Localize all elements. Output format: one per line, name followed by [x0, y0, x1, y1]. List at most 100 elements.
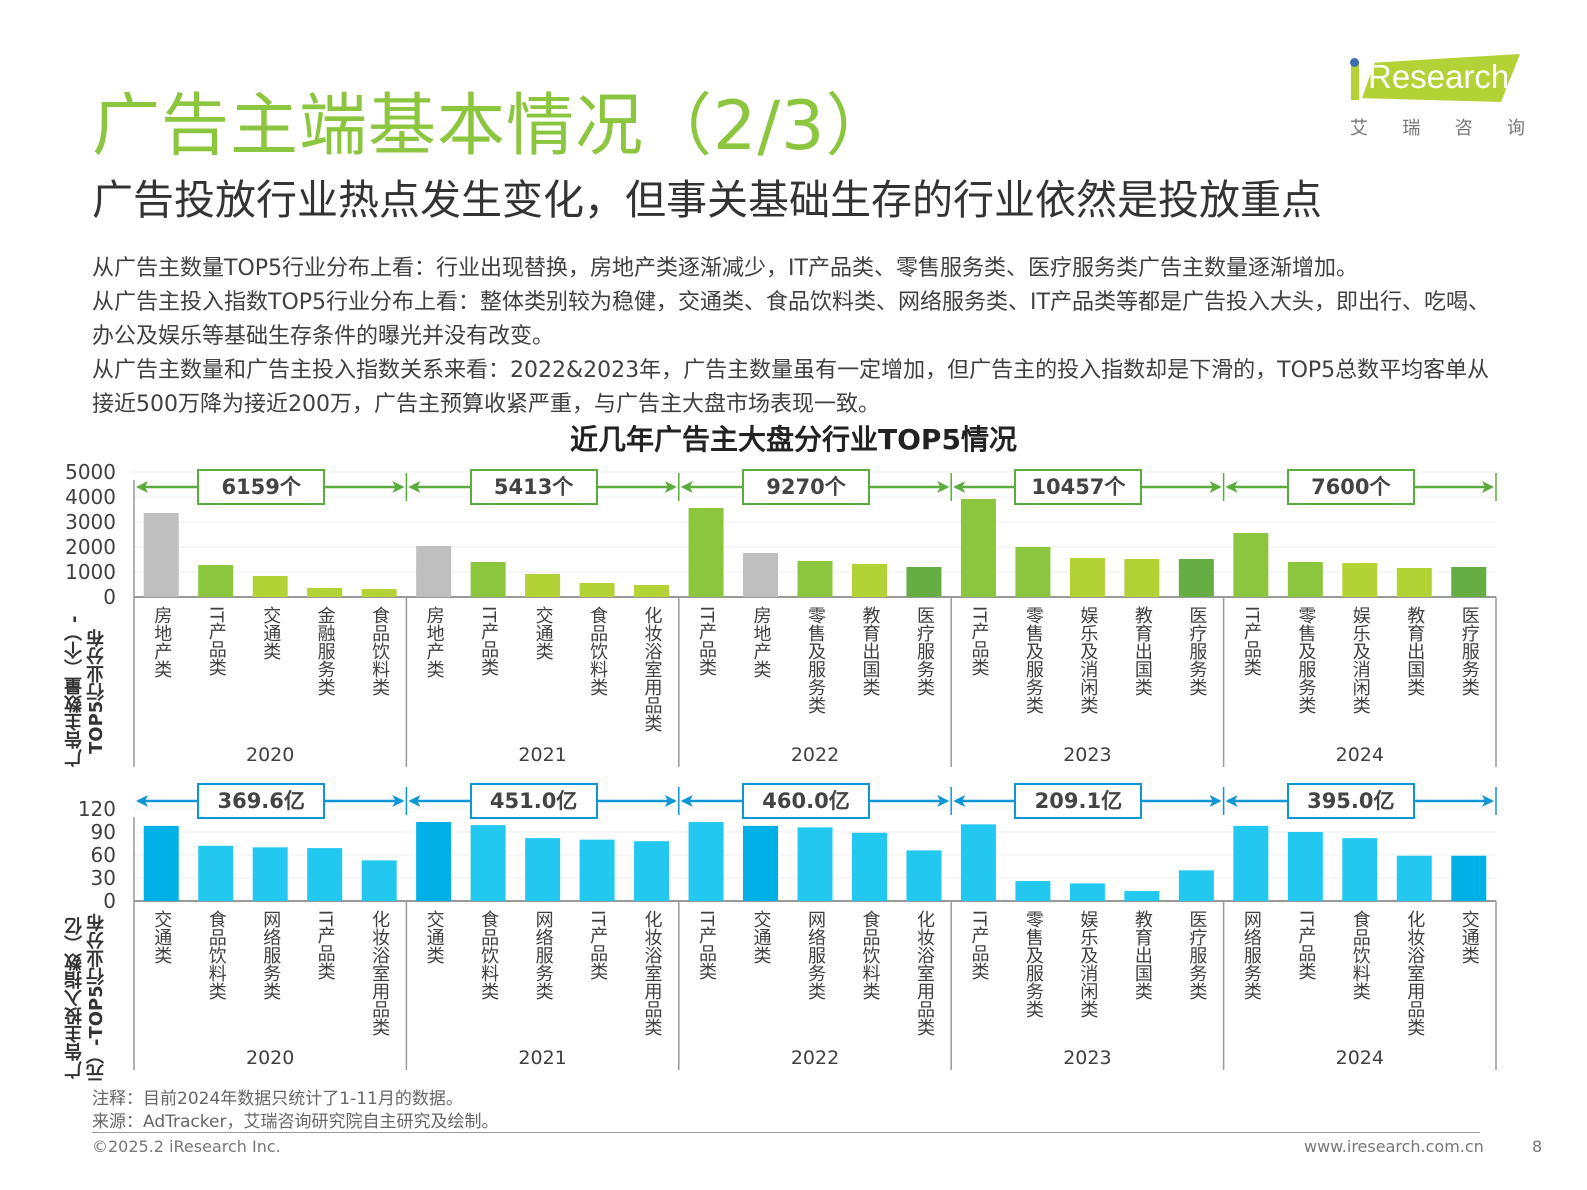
- bar: [1451, 855, 1487, 901]
- bracket-arrow-right: [664, 481, 677, 493]
- logo-cn: 艾 瑞 咨 询: [1350, 114, 1525, 140]
- bracket-arrow-left: [408, 795, 421, 807]
- page-number: 8: [1532, 1137, 1543, 1156]
- website-link[interactable]: www.iresearch.com.cn: [1304, 1137, 1484, 1156]
- bar: [797, 561, 833, 597]
- bar: [1396, 855, 1432, 901]
- bracket-arrow-left: [1225, 795, 1238, 807]
- category-label: 医疗服务类: [913, 606, 935, 696]
- y-tick-label: 30: [90, 866, 116, 890]
- bracket-arrow-right: [1482, 795, 1494, 807]
- y-axis-title: 广告主投入指数（亿元）-TOP5行业分布: [64, 913, 107, 1083]
- bar: [1124, 559, 1160, 597]
- category-label: 化妆浴室用品类: [913, 910, 935, 1036]
- group-total-label: 369.6亿: [197, 783, 326, 819]
- bracket-arrow-left: [136, 795, 148, 807]
- group-total-label: 9270个: [742, 469, 870, 505]
- logo-cn-char: 艾: [1350, 118, 1368, 139]
- footer-divider: [92, 1132, 1480, 1133]
- year-label: 2023: [1063, 744, 1112, 766]
- category-label: 教育出国类: [1131, 606, 1153, 696]
- bracket-arrow-right: [1482, 481, 1494, 493]
- category-label: 教育出国类: [859, 606, 881, 696]
- bar: [1451, 567, 1487, 597]
- bar: [198, 845, 234, 901]
- bracket-arrow-right: [937, 481, 950, 493]
- bracket-arrow-right: [1209, 795, 1222, 807]
- bar: [252, 576, 288, 597]
- bar: [252, 847, 288, 901]
- bar: [1287, 562, 1323, 597]
- bar: [960, 824, 996, 901]
- group-total-label: 5413个: [469, 469, 598, 505]
- category-label: 交通类: [260, 606, 282, 660]
- logo-cn-char: 询: [1506, 118, 1525, 139]
- year-label: 2023: [1063, 1047, 1112, 1069]
- category-label: 化妆浴室用品类: [369, 910, 391, 1036]
- bar: [579, 583, 615, 597]
- year-label: 2020: [246, 1047, 295, 1069]
- category-label: 交通类: [532, 606, 554, 660]
- category-label: 交通类: [423, 910, 445, 964]
- category-label: 网络服务类: [260, 910, 282, 1000]
- bar: [1342, 563, 1378, 597]
- category-label: 食品饮料类: [1349, 910, 1371, 1000]
- bar: [1178, 870, 1214, 901]
- bar: [743, 825, 779, 901]
- bracket-arrow-left: [953, 481, 966, 493]
- bar: [1069, 558, 1105, 597]
- iresearch-logo: Research 艾 瑞 咨 询: [1348, 50, 1528, 145]
- category-label: 交通类: [1458, 910, 1480, 964]
- group-total-label: 7600个: [1286, 469, 1415, 505]
- y-tick-label: 0: [103, 889, 116, 913]
- category-label: 网络服务类: [532, 910, 554, 1000]
- group-total-label: 209.1亿: [1014, 783, 1143, 819]
- page-title: 广告主端基本情况（2/3）: [92, 87, 895, 166]
- category-label: 交通类: [750, 910, 772, 964]
- category-label: IT产品类: [1295, 910, 1317, 981]
- y-tick-label: 60: [90, 843, 116, 867]
- bar: [1178, 559, 1214, 597]
- bar: [579, 839, 615, 901]
- category-label: 食品饮料类: [205, 910, 227, 1000]
- bar: [634, 841, 670, 901]
- category-label: 食品饮料类: [587, 606, 609, 696]
- category-label: 房地产类: [750, 606, 772, 678]
- category-label: 医疗服务类: [1186, 910, 1208, 1000]
- category-label: 教育出国类: [1404, 606, 1426, 696]
- category-label: 化妆浴室用品类: [641, 606, 663, 732]
- category-label: IT产品类: [478, 606, 500, 677]
- bar: [1015, 547, 1051, 597]
- category-label: 娱乐及消闲类: [1077, 606, 1099, 714]
- y-tick-label: 4000: [65, 485, 116, 509]
- category-label: IT产品类: [205, 606, 227, 677]
- category-label: 食品饮料类: [478, 910, 500, 1000]
- group-total-label: 395.0亿: [1286, 783, 1415, 819]
- bar: [1069, 883, 1105, 901]
- summary-paragraph: 从广告主数量和广告主投入指数关系来看：2022&2023年，广告主数量虽有一定增…: [92, 358, 1490, 417]
- bar: [470, 825, 506, 901]
- group-total-label: 10457个: [1014, 469, 1143, 505]
- category-label: 金融服务类: [314, 606, 336, 696]
- bar: [416, 822, 452, 901]
- bar: [1233, 533, 1269, 597]
- category-label: IT产品类: [587, 910, 609, 981]
- category-label: 娱乐及消闲类: [1349, 606, 1371, 714]
- group-total-label: 460.0亿: [742, 783, 870, 819]
- logo-cn-char: 瑞: [1402, 118, 1421, 139]
- bar: [1233, 825, 1269, 901]
- source-text: 来源：AdTracker，艾瑞咨询研究院自主研究及绘制。: [92, 1112, 499, 1132]
- bracket-arrow-left: [408, 481, 421, 493]
- bracket-arrow-left: [136, 481, 148, 493]
- page-subtitle: 广告投放行业热点发生变化，但事关基础生存的行业依然是投放重点: [92, 176, 1322, 224]
- note-text: 注释：目前2024年数据只统计了1-11月的数据。: [92, 1089, 463, 1109]
- category-label: 化妆浴室用品类: [1404, 910, 1426, 1036]
- bar: [361, 860, 397, 901]
- summary-paragraph: 从广告主投入指数TOP5行业分布上看：整体类别较为稳健，交通类、食品饮料类、网络…: [92, 290, 1490, 349]
- category-label: IT产品类: [968, 910, 990, 981]
- bar: [525, 838, 561, 901]
- y-tick-label: 0: [103, 585, 116, 609]
- category-label: IT产品类: [1240, 606, 1262, 677]
